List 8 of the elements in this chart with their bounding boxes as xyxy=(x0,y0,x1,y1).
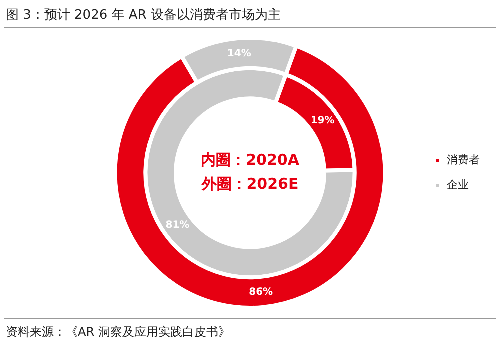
chart-title: 图 3：预计 2026 年 AR 设备以消费者市场为主 xyxy=(6,7,281,24)
data-label: 19% xyxy=(310,115,335,126)
data-label: 86% xyxy=(249,286,274,298)
legend-label: 企业 xyxy=(447,178,469,192)
text: 内圈：2020A xyxy=(201,150,300,169)
text: 外圈：2026E xyxy=(200,174,299,193)
text: 资料来源：《AR 洞察及应用实践白皮书》 xyxy=(6,324,230,341)
legend-label: 消费者 xyxy=(447,154,480,167)
